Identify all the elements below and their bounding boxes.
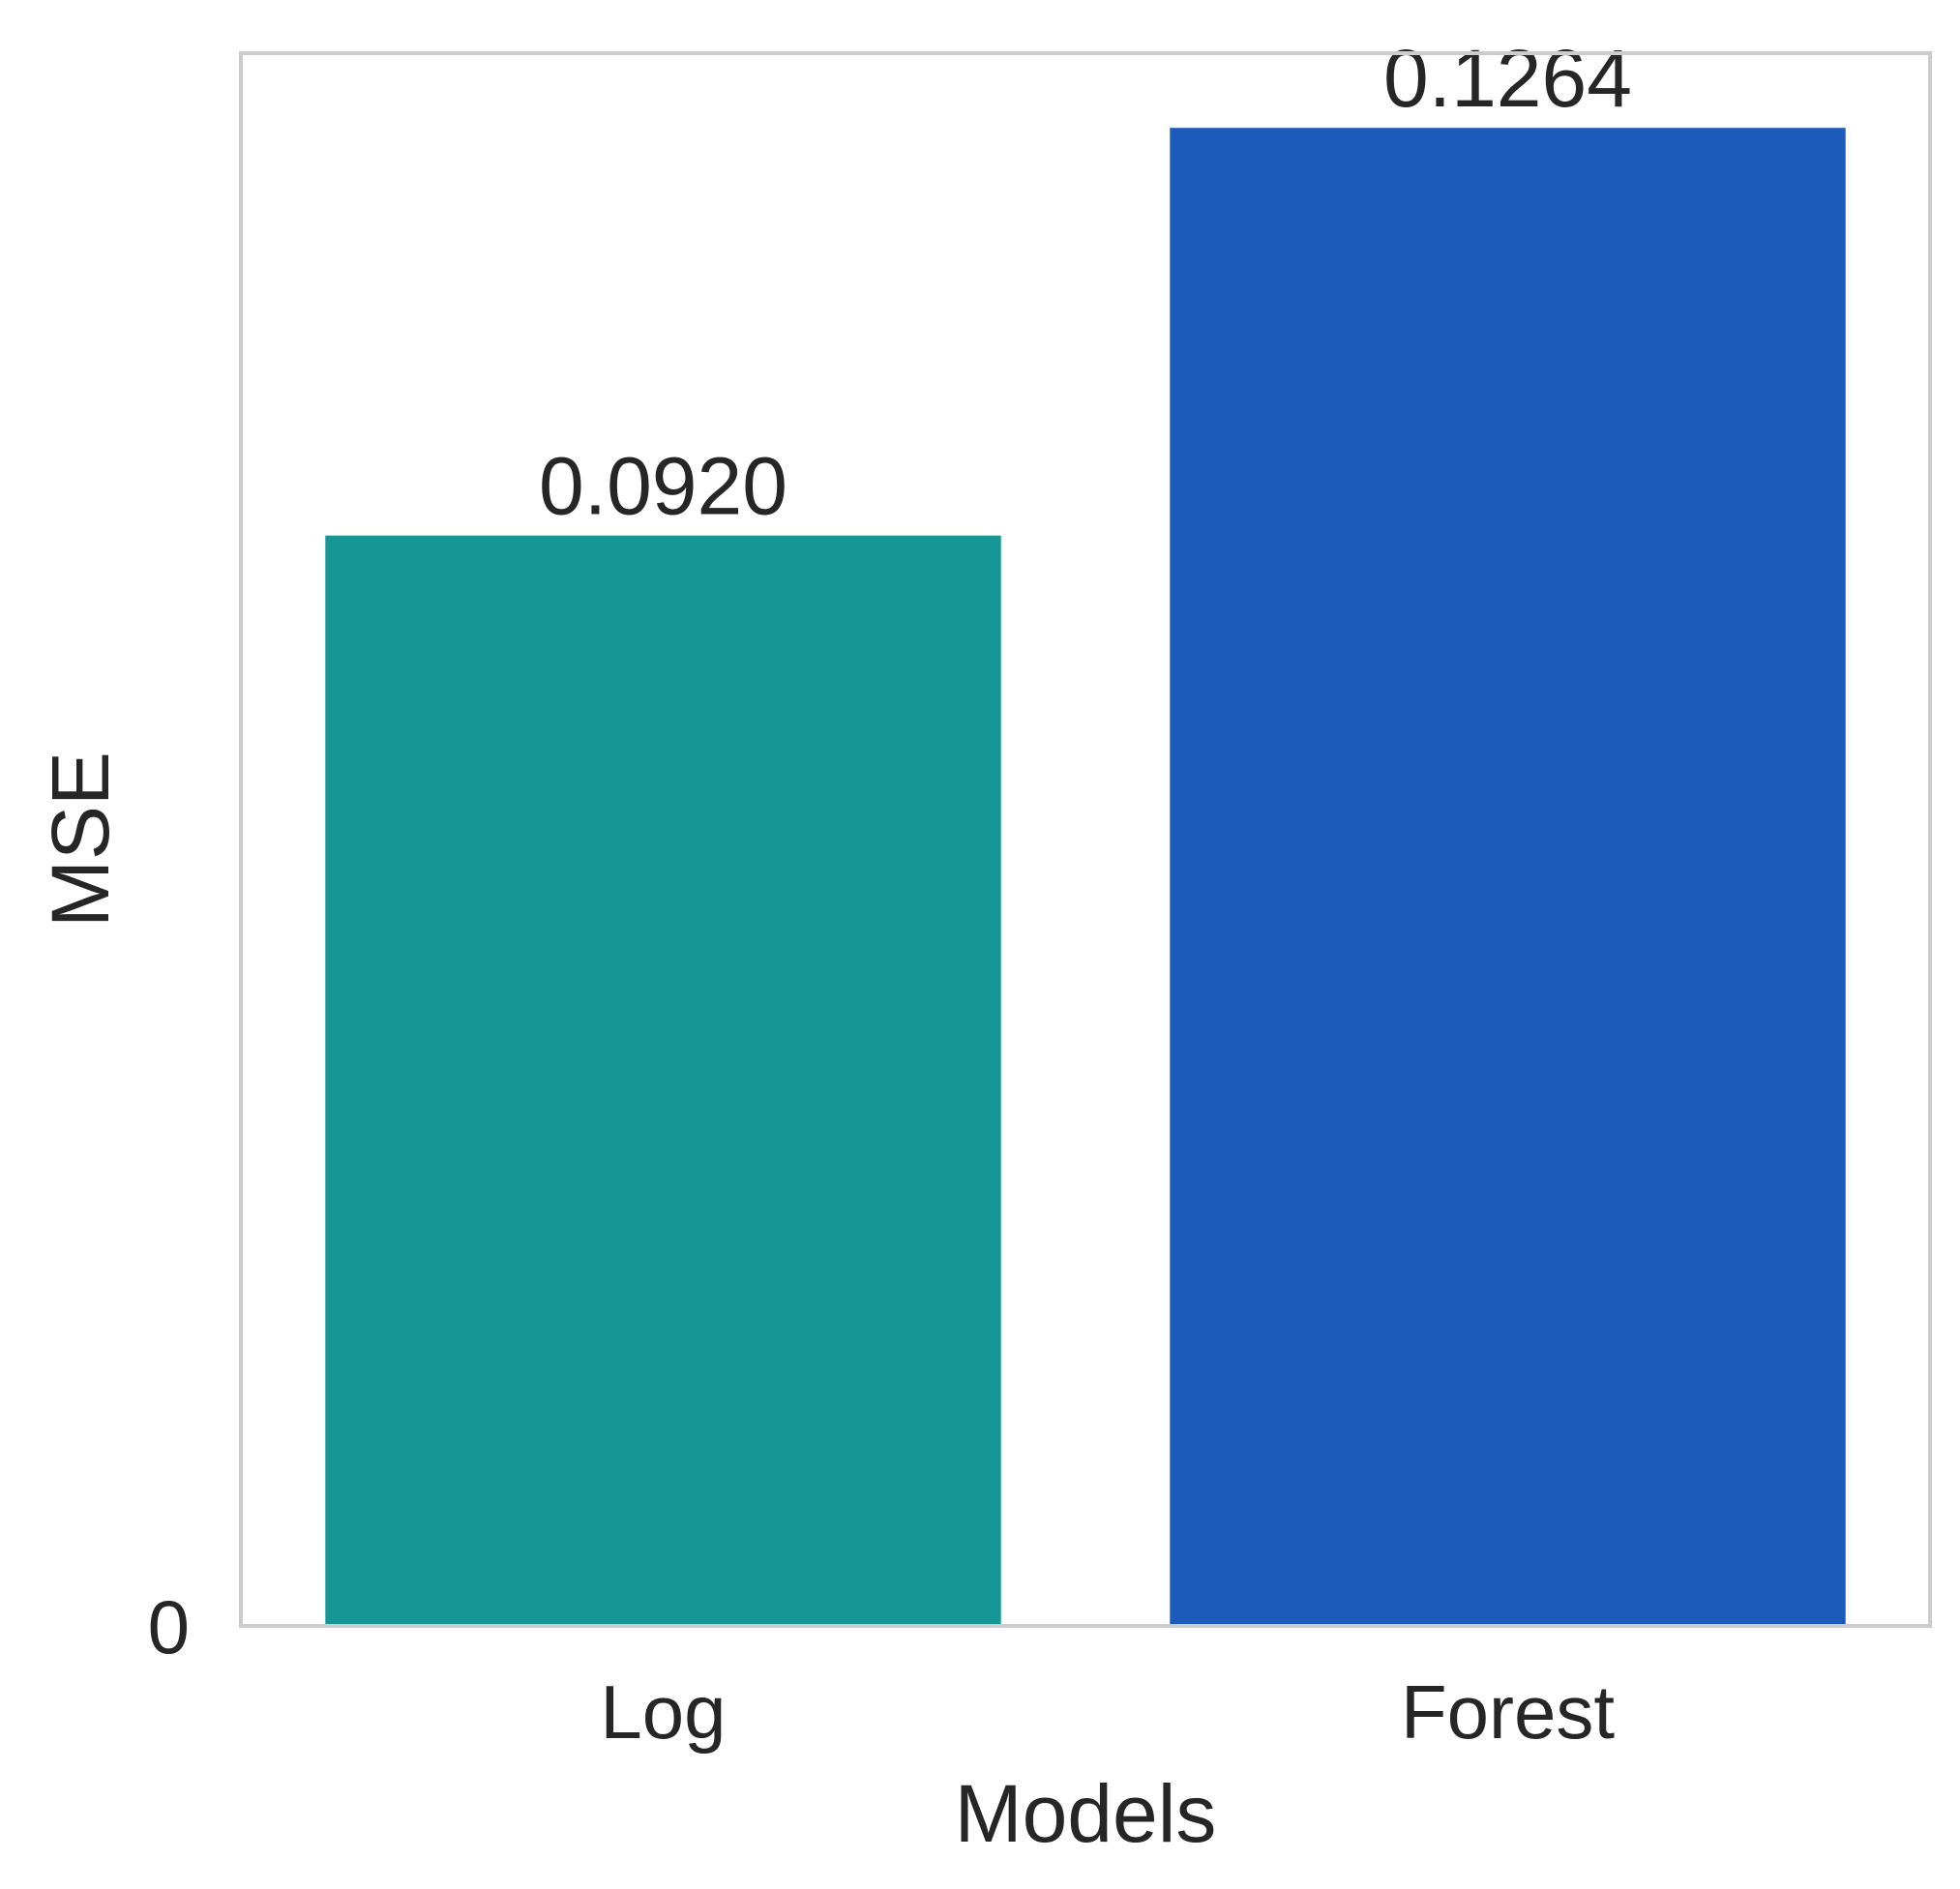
bar-log	[325, 535, 1001, 1625]
x-tick-label-log: Log	[600, 1669, 726, 1755]
value-label-log: 0.0920	[539, 441, 787, 532]
value-label-forest: 0.1264	[1383, 33, 1632, 124]
plot-area: 0.0920 0.1264	[239, 33, 1932, 1628]
y-tick-labels: 0	[148, 1584, 190, 1669]
y-tick-label-0: 0	[148, 1584, 190, 1669]
plot-frame	[239, 51, 1932, 1628]
y-axis-label: MSE	[35, 752, 126, 928]
x-axis-label: Models	[955, 1768, 1217, 1859]
bars-group	[325, 128, 1846, 1625]
value-labels-group: 0.0920 0.1264	[539, 33, 1632, 532]
x-tick-labels: Log Forest	[600, 1669, 1615, 1755]
bar-forest	[1170, 128, 1846, 1625]
x-tick-label-forest: Forest	[1401, 1669, 1615, 1755]
